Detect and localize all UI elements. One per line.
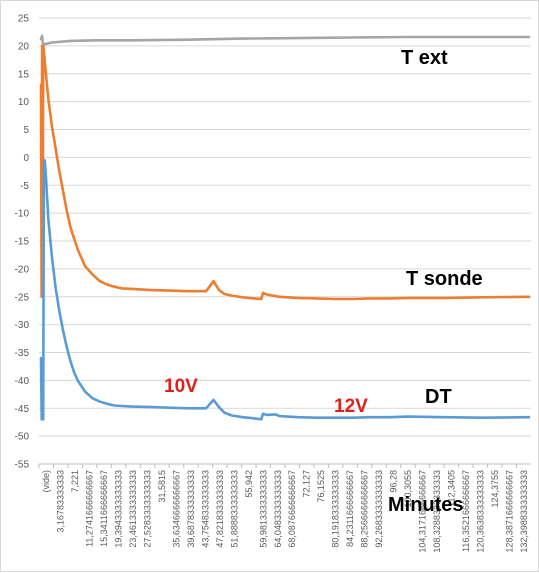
series-line-dt — [39, 158, 531, 421]
x-tick-label: 7,221 — [70, 470, 80, 493]
y-tick-label: -20 — [15, 264, 30, 275]
gridlines — [39, 17, 531, 465]
x-tick-label: 84,2311666666667 — [345, 470, 355, 547]
x-tick-label: 68,0876666666667 — [287, 470, 297, 548]
y-axis: 25 20 15 10 5 0 -5 -10 -15 -20 -25 -30 -35 -40 -45 -50 -… — [15, 14, 30, 471]
y-tick-label: -55 — [15, 460, 30, 471]
x-tick-label: 92,2683333333333 — [374, 470, 384, 548]
y-tick-label: 0 — [23, 153, 29, 164]
y-tick-label: 5 — [23, 125, 29, 136]
x-tick-label: 116,3521666666667 — [461, 470, 471, 552]
x-tick-label: 100,3055 — [403, 470, 413, 508]
y-tick-label: -25 — [15, 292, 30, 303]
annotation-12v: 12V — [334, 396, 368, 417]
y-tick-label: -45 — [15, 404, 30, 415]
series-lines — [39, 34, 531, 421]
x-tick-label: 132,3988333333333 — [519, 470, 529, 553]
x-tick-label: 120,3638333333333 — [475, 470, 485, 553]
x-tick-label: 55,942 — [244, 470, 254, 498]
x-tick-label: 31,5815 — [157, 470, 167, 503]
x-tick-label: 51,8888333333333 — [229, 470, 239, 548]
x-tick-label: 128,3871666666667 — [504, 470, 514, 553]
series-label-t-sonde: T sonde — [406, 268, 483, 290]
y-tick-label: 20 — [18, 41, 30, 52]
x-tick-label: 64,0483333333333 — [273, 470, 283, 548]
y-tick-label: -10 — [15, 209, 30, 220]
x-tick-label: 3,16783333333 — [56, 470, 66, 533]
x-tick-label: 15,3411666666667 — [99, 470, 109, 547]
x-tick-label: 47,8218333333333 — [215, 470, 225, 548]
x-tick-label: 108,3288333333333 — [432, 470, 442, 553]
x-tick-label: 39,6878333333333 — [186, 470, 196, 548]
y-tick-label: -35 — [15, 348, 30, 359]
x-tick-label: 43,7548333333333 — [200, 470, 210, 548]
series-line-t-sonde — [39, 44, 531, 301]
y-tick-label: 10 — [18, 97, 30, 108]
x-tick-label: 27,5283333333333 — [143, 470, 153, 548]
y-tick-label: -30 — [15, 320, 30, 331]
x-tick-label: 80,1918333333333 — [331, 470, 341, 548]
x-tick-label: 59,9813333333333 — [258, 470, 268, 548]
series-label-t-ext: T ext — [401, 47, 448, 69]
x-tick-label: 76,1525 — [316, 470, 326, 503]
y-tick-label: -40 — [15, 376, 30, 387]
x-tick-label: 11,2741666666667 — [85, 470, 95, 547]
series-label-dt: DT — [425, 386, 452, 408]
y-tick-label: 15 — [18, 69, 30, 80]
x-tick-label: (vide) — [41, 470, 51, 493]
y-tick-label: -5 — [20, 181, 29, 192]
x-tick-label: 96,28 — [389, 470, 399, 493]
x-tick-label: 112,3405 — [446, 470, 456, 507]
x-tick-label: 19,3943333333333 — [114, 470, 124, 548]
y-tick-label: -15 — [15, 237, 30, 248]
x-tick-label: 88,2566666666667 — [360, 470, 370, 548]
x-tick-label: 23,4613333333333 — [128, 470, 138, 548]
annotation-10v: 10V — [164, 376, 198, 397]
x-axis-title: Minutes — [388, 494, 464, 516]
x-axis: (vide) 3,16783333333 7,221 11,2741666666667… — [38, 463, 531, 553]
x-tick-label: 104,3171666666667 — [417, 470, 427, 553]
x-tick-label: 124,3755 — [490, 470, 500, 508]
y-tick-label: 25 — [18, 14, 30, 25]
x-tick-label: 72,127 — [302, 470, 312, 498]
y-tick-label: -50 — [15, 432, 30, 443]
x-tick-label: 35,6346666666667 — [171, 470, 181, 548]
series-line-t-ext — [39, 34, 531, 48]
